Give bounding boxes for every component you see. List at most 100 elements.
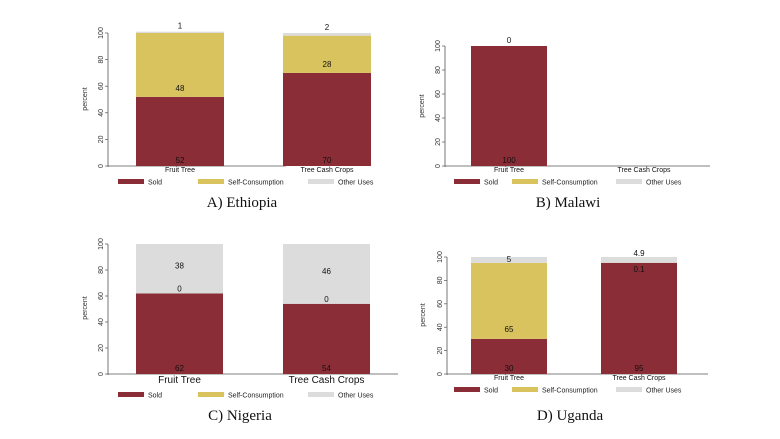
panel-1-caption: A) Ethiopia bbox=[207, 195, 278, 211]
panel-2-y-axis-label: percent bbox=[419, 94, 426, 117]
panel-1-y-tick-label: 20 bbox=[98, 135, 105, 143]
panel-3-label-sold-2: 54 bbox=[322, 364, 331, 373]
panel-3-legend-swatch-2 bbox=[198, 392, 224, 397]
panel-1-y-tick-label: 60 bbox=[98, 82, 105, 90]
panel-1-label-self-2: 28 bbox=[323, 60, 332, 69]
panel-1-y-tick-label: 80 bbox=[98, 56, 105, 64]
panel-1-legend-label-1: Sold bbox=[148, 180, 162, 187]
panel-3-caption: C) Nigeria bbox=[208, 408, 272, 424]
panel-3-label-self-2: 0 bbox=[324, 295, 329, 304]
panel-3-y-tick-label: 40 bbox=[98, 318, 105, 326]
panel-1-label-sold-2: 70 bbox=[323, 156, 332, 165]
panel-1-bar-other-uses-2 bbox=[283, 33, 371, 36]
panel-1-bar-self-consumption-2 bbox=[283, 35, 371, 73]
panel-1-legend-label-3: Other Uses bbox=[338, 180, 374, 187]
panel-3-category-label-2: Tree Cash Crops bbox=[289, 375, 365, 386]
panel-3-legend-label-1: Sold bbox=[148, 393, 162, 400]
panel-3-legend-swatch-1 bbox=[118, 392, 144, 397]
panel-3-label-self-1: 0 bbox=[177, 284, 182, 293]
panel-4-label-sold-2: 95 bbox=[635, 364, 644, 373]
panel-1-label-other-1: 1 bbox=[178, 22, 183, 31]
panel-4-label-self-2: 0.1 bbox=[633, 265, 645, 274]
panel-3-y-tick-label: 80 bbox=[98, 266, 105, 274]
panel-1-category-label-2: Tree Cash Crops bbox=[300, 167, 354, 174]
panel-2-legend-swatch-3 bbox=[616, 179, 642, 184]
panel-1-label-self-1: 48 bbox=[176, 84, 185, 93]
panel-2-label-other-1: 0 bbox=[507, 36, 512, 45]
panel-1-y-tick-label: 40 bbox=[98, 109, 105, 117]
panel-3-bar-sold-2 bbox=[283, 303, 370, 374]
panel-1-category-label-1: Fruit Tree bbox=[165, 167, 195, 174]
panel-3-legend-label-3: Other Uses bbox=[338, 393, 374, 400]
panel-4-y-tick-label: 0 bbox=[437, 372, 444, 376]
panel-2-legend-label-1: Sold bbox=[484, 180, 498, 187]
panel-4-bar-other-uses-2 bbox=[601, 257, 677, 263]
panel-2-category-label-1: Fruit Tree bbox=[494, 167, 524, 174]
panel-4-legend-swatch-3 bbox=[616, 387, 642, 392]
panel-4-bar-sold-2 bbox=[601, 262, 677, 374]
panel-4-label-other-1: 5 bbox=[507, 255, 512, 264]
panel-3-legend-label-2: Self-Consumption bbox=[228, 393, 284, 400]
panel-2-bar-sold-1 bbox=[471, 46, 547, 166]
panel-3-bar-other-uses-1 bbox=[136, 244, 223, 294]
panel-4-y-tick-label: 80 bbox=[437, 276, 444, 284]
panel-1-bar-other-uses-1 bbox=[136, 31, 224, 33]
panel-2-y-tick-label: 0 bbox=[435, 164, 442, 168]
panel-3-y-tick-label: 60 bbox=[98, 292, 105, 300]
panel-3-y-tick-label: 100 bbox=[98, 238, 105, 250]
panel-2-y-tick-label: 80 bbox=[435, 66, 442, 74]
panel-4-bar-self-consumption-1 bbox=[471, 262, 547, 339]
panel-1-legend-label-2: Self-Consumption bbox=[228, 180, 284, 187]
panel-2-caption: B) Malawi bbox=[536, 195, 601, 211]
panel-1-legend-swatch-2 bbox=[198, 179, 224, 184]
panel-4-category-label-2: Tree Cash Crops bbox=[612, 375, 666, 382]
panel-4-y-tick-label: 20 bbox=[437, 347, 444, 355]
panel-1-y-axis-label: percent bbox=[82, 87, 89, 110]
panel-4-y-tick-label: 40 bbox=[437, 323, 444, 331]
panel-4-legend-label-3: Other Uses bbox=[646, 388, 682, 395]
panel-3-bar-other-uses-2 bbox=[283, 244, 370, 304]
panel-4-legend-swatch-1 bbox=[454, 387, 480, 392]
panel-2-legend-swatch-2 bbox=[512, 179, 538, 184]
panel-3-y-tick-label: 0 bbox=[98, 372, 105, 376]
panel-4-y-tick-label: 60 bbox=[437, 300, 444, 308]
panel-1-legend-swatch-3 bbox=[308, 179, 334, 184]
panel-2-y-tick-label: 60 bbox=[435, 90, 442, 98]
panel-2-category-label-2: Tree Cash Crops bbox=[617, 167, 671, 174]
panel-4-legend-label-1: Sold bbox=[484, 388, 498, 395]
panel-3-label-sold-1: 62 bbox=[175, 364, 184, 373]
panel-4-legend-label-2: Self-Consumption bbox=[542, 388, 598, 395]
panel-4-y-axis-label: percent bbox=[420, 303, 427, 326]
panel-3-category-label-1: Fruit Tree bbox=[158, 375, 201, 386]
panel-3-y-axis-label: percent bbox=[82, 296, 89, 319]
panel-1-legend-swatch-1 bbox=[118, 179, 144, 184]
panel-1-y-tick-label: 0 bbox=[98, 164, 105, 168]
panel-2-y-tick-label: 100 bbox=[435, 40, 442, 52]
panel-3-legend-swatch-3 bbox=[308, 392, 334, 397]
panel-1-label-other-2: 2 bbox=[325, 23, 330, 32]
panel-4-bar-other-uses-1 bbox=[471, 257, 547, 263]
panel-4-label-sold-1: 30 bbox=[505, 364, 514, 373]
panel-4-y-tick-label: 100 bbox=[437, 251, 444, 263]
panel-4-caption: D) Uganda bbox=[537, 408, 604, 424]
panel-4-bar-sold-1 bbox=[471, 338, 547, 374]
panel-2-legend-label-3: Other Uses bbox=[646, 180, 682, 187]
panel-2-y-tick-label: 40 bbox=[435, 114, 442, 122]
panel-1-bar-sold-1 bbox=[136, 96, 224, 166]
panel-1-bar-sold-2 bbox=[283, 72, 371, 166]
panel-4-category-label-1: Fruit Tree bbox=[494, 375, 524, 382]
panel-1-bar-self-consumption-1 bbox=[136, 33, 224, 97]
panel-3-bar-sold-1 bbox=[136, 293, 223, 374]
panel-3-label-other-2: 46 bbox=[322, 267, 331, 276]
panel-4-label-other-2: 4.9 bbox=[633, 249, 645, 258]
panel-1-label-sold-1: 52 bbox=[176, 156, 185, 165]
panel-1-y-tick-label: 100 bbox=[98, 27, 105, 39]
panel-3-y-tick-label: 20 bbox=[98, 344, 105, 352]
panel-3-label-other-1: 38 bbox=[175, 262, 184, 271]
panel-4-label-self-1: 65 bbox=[505, 325, 514, 334]
panel-2-label-sold-1: 100 bbox=[502, 156, 516, 165]
panel-2-legend-swatch-1 bbox=[454, 179, 480, 184]
panel-2-legend-label-2: Self-Consumption bbox=[542, 180, 598, 187]
